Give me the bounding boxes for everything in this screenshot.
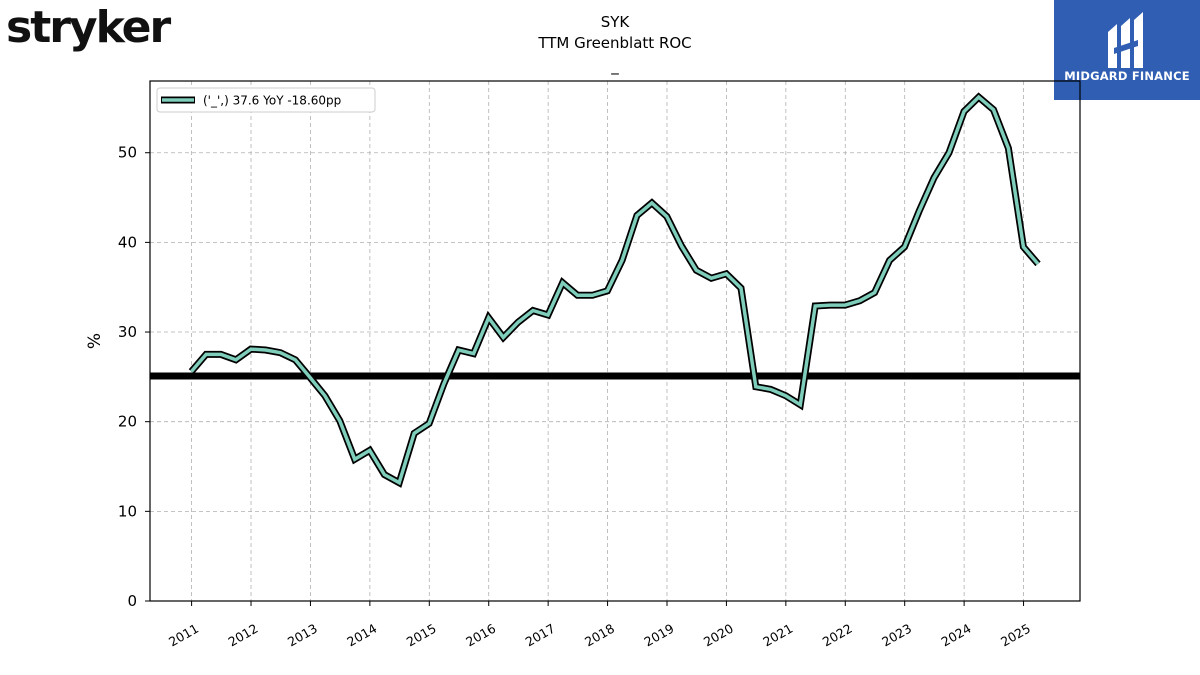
y-tick-label: 10 <box>118 502 137 520</box>
x-tick-label: 2015 <box>404 621 439 650</box>
x-tick-label: 2024 <box>939 621 974 650</box>
y-axis-ticks: 0 10 20 30 40 50 <box>118 144 150 610</box>
x-tick-label: 2023 <box>879 621 914 650</box>
legend: ('_',) 37.6 YoY -18.60pp <box>156 87 376 113</box>
y-tick-label: 40 <box>118 233 137 251</box>
x-tick-label: 2014 <box>344 621 379 650</box>
x-tick-label: 2020 <box>701 621 736 650</box>
midgard-finance-text: MIDGARD FINANCE <box>1064 69 1190 83</box>
chart-subtitle: TTM Greenblatt ROC <box>537 34 691 52</box>
x-tick-label: 2018 <box>582 621 617 650</box>
chart-title: SYK <box>601 13 631 31</box>
stryker-logo: stryker <box>6 2 171 53</box>
y-tick-label: 50 <box>118 144 137 162</box>
x-tick-label: 2016 <box>463 621 498 650</box>
x-tick-label: 2012 <box>225 621 260 650</box>
midgard-finance-logo: MIDGARD FINANCE <box>1054 0 1200 100</box>
x-tick-label: 2022 <box>820 621 855 650</box>
x-tick-label: 2025 <box>998 621 1033 650</box>
midgard-emblem-icon <box>1108 12 1143 68</box>
series-line <box>190 94 1040 486</box>
series-line-outline <box>188 92 1041 488</box>
grid-lines <box>150 81 1080 601</box>
chart-subtitle-underscore: _ <box>610 57 619 76</box>
x-tick-label: 2013 <box>285 621 320 650</box>
y-tick-label: 30 <box>118 323 137 341</box>
y-tick-label: 0 <box>127 592 137 610</box>
plot-frame <box>149 80 1081 602</box>
x-tick-label: 2019 <box>641 621 676 650</box>
x-tick-label: 2021 <box>760 621 795 650</box>
x-tick-label: 2011 <box>166 621 201 650</box>
y-axis-label: % <box>85 333 105 349</box>
x-axis-ticks: 2011 2012 2013 2014 2015 2016 2017 2018 2019 2020… <box>166 601 1033 650</box>
y-tick-label: 20 <box>118 413 137 431</box>
x-tick-label: 2017 <box>523 621 558 650</box>
legend-label: ('_',) 37.6 YoY -18.60pp <box>203 94 341 108</box>
